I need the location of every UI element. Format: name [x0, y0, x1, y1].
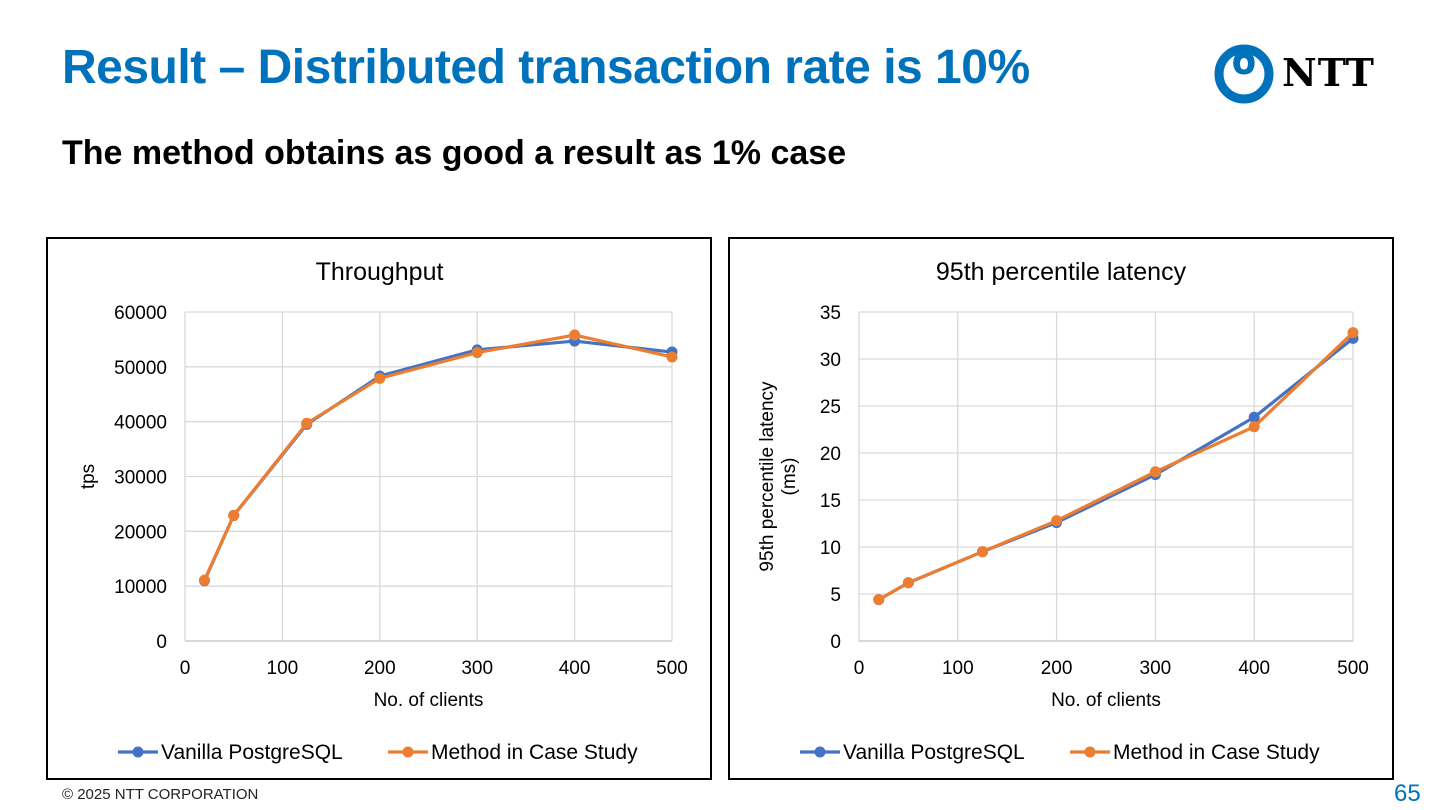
data-point-method-in-case-study	[471, 347, 483, 359]
x-tick-label: 300	[1140, 658, 1172, 679]
legend-marker-vanilla-postgresql	[814, 746, 826, 758]
y-tick-label: 35	[820, 303, 841, 324]
x-tick-label: 0	[854, 658, 865, 679]
y-tick-label: 20	[820, 444, 841, 465]
data-point-method-in-case-study	[873, 594, 885, 606]
legend-marker-method-in-case-study	[1084, 746, 1096, 758]
ntt-logo-text: NTT	[1282, 50, 1375, 95]
y-tick-label: 10	[820, 538, 841, 559]
y-tick-label: 0	[156, 632, 167, 653]
x-tick-label: 0	[180, 658, 191, 679]
latency-chart-panel: 95th percentile latency 0 5 10 15 20 25 30 35 0 10…	[728, 237, 1394, 780]
legend-marker-method-in-case-study	[402, 746, 414, 758]
y-axis-label-line: (ms)	[779, 458, 800, 496]
data-point-method-in-case-study	[228, 509, 240, 521]
ntt-logo: NTT	[1210, 42, 1374, 106]
data-point-method-in-case-study	[666, 351, 678, 363]
copyright-footer: © 2025 NTT CORPORATION	[62, 786, 259, 803]
series-line-vanilla-postgresql	[877, 337, 1354, 602]
series-line-method-in-case-study	[203, 333, 673, 581]
latency-chart: 95th percentile latency 0 5 10 15 20 25 30 35 0 10…	[757, 258, 1369, 764]
y-tick-label: 30000	[114, 468, 167, 489]
legend-label-vanilla-postgresql: Vanilla PostgreSQL	[843, 741, 1025, 764]
data-point-method-in-case-study	[1347, 327, 1359, 339]
y-tick-label: 0	[830, 632, 841, 653]
legend-label-method-in-case-study: Method in Case Study	[431, 741, 638, 764]
data-point-method-in-case-study	[977, 546, 988, 558]
throughput-chart: Throughput 0 10000 20000 30000 40000 50000 6000…	[78, 258, 688, 764]
throughput-chart-panel: Throughput 0 10000 20000 30000 40000 50000 6000…	[46, 237, 712, 780]
y-axis-label-line: 95th percentile latency	[757, 381, 778, 572]
data-point-method-in-case-study	[1248, 421, 1260, 433]
data-point-method-in-case-study	[1051, 515, 1063, 527]
data-point-method-in-case-study	[301, 417, 313, 429]
x-tick-label: 500	[656, 658, 688, 679]
x-tick-label: 100	[942, 658, 974, 679]
series-line-vanilla-postgresql	[203, 339, 673, 582]
y-axis-label: 95th percentile latency (ms)	[757, 381, 800, 572]
chart-title: Throughput	[316, 258, 444, 286]
y-tick-label: 60000	[114, 303, 167, 324]
legend-marker-vanilla-postgresql	[132, 746, 144, 758]
data-point-method-in-case-study	[569, 329, 581, 341]
y-tick-label: 25	[820, 397, 841, 418]
x-axis-label: No. of clients	[1051, 690, 1161, 711]
y-tick-label: 20000	[114, 522, 167, 543]
legend-label-vanilla-postgresql: Vanilla PostgreSQL	[161, 741, 343, 764]
x-tick-label: 300	[461, 658, 493, 679]
y-tick-label: 30	[820, 350, 841, 371]
legend-label-method-in-case-study: Method in Case Study	[1113, 741, 1320, 764]
x-tick-label: 100	[267, 658, 299, 679]
y-tick-label: 15	[820, 491, 841, 512]
data-point-vanilla-postgresql	[1248, 411, 1260, 423]
x-tick-label: 400	[559, 658, 591, 679]
x-tick-label: 200	[364, 658, 396, 679]
data-point-method-in-case-study	[198, 574, 210, 586]
x-tick-label: 400	[1238, 658, 1270, 679]
x-axis-label: No. of clients	[374, 690, 484, 711]
page-number: 65	[1394, 780, 1421, 807]
data-point-method-in-case-study	[902, 577, 914, 589]
data-point-method-in-case-study	[374, 372, 386, 384]
chart-title: 95th percentile latency	[936, 258, 1187, 286]
slide-subtitle: The method obtains as good a result as 1…	[62, 134, 847, 172]
x-tick-label: 500	[1337, 658, 1369, 679]
y-tick-label: 5	[830, 585, 841, 606]
y-tick-label: 10000	[114, 577, 167, 598]
slide-title: Result – Distributed transaction rate is…	[62, 41, 1030, 94]
x-tick-label: 200	[1041, 658, 1073, 679]
y-tick-label: 50000	[114, 358, 167, 379]
y-axis-label: tps	[78, 464, 99, 489]
series-line-method-in-case-study	[877, 331, 1355, 602]
y-tick-label: 40000	[114, 413, 167, 434]
ntt-logo-icon	[1214, 44, 1274, 104]
data-point-method-in-case-study	[1149, 466, 1161, 478]
